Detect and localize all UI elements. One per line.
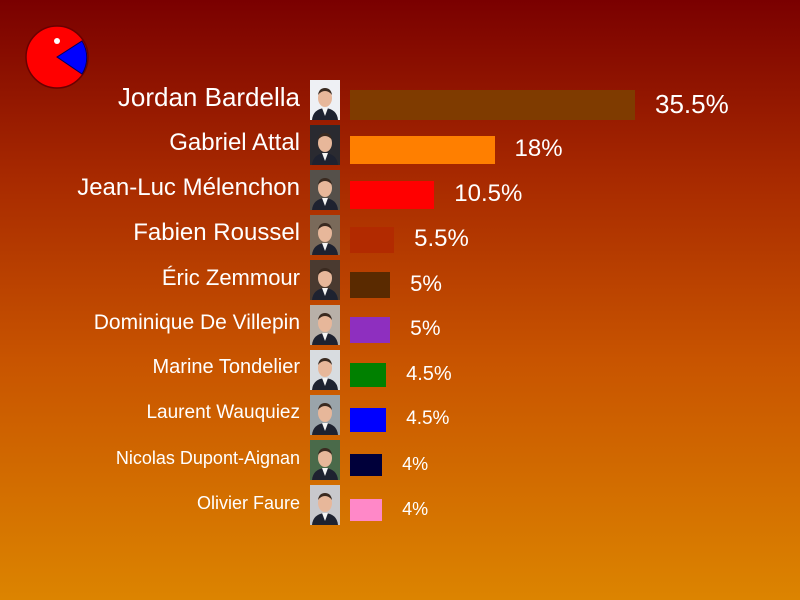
value-label: 10.5% xyxy=(454,180,523,208)
candidate-name: Dominique De Villepin xyxy=(93,310,300,334)
value-label: 35.5% xyxy=(655,88,729,119)
bar xyxy=(350,90,635,120)
candidate-name: Olivier Faure xyxy=(196,492,300,513)
bar xyxy=(350,454,383,476)
candidate-name: Fabien Roussel xyxy=(133,218,300,246)
candidate-photo xyxy=(310,260,340,300)
candidate-photo xyxy=(310,440,340,480)
bar xyxy=(350,227,395,253)
bar xyxy=(350,272,391,298)
value-label: 18% xyxy=(514,135,563,163)
candidate-name: Gabriel Attal xyxy=(169,128,300,156)
candidate-name: Nicolas Dupont-Aignan xyxy=(115,447,300,468)
value-label: 5% xyxy=(410,316,441,340)
candidate-photo xyxy=(310,485,340,525)
candidate-name: Éric Zemmour xyxy=(161,265,300,291)
value-label: 4% xyxy=(402,453,429,474)
candidate-photo xyxy=(310,170,340,210)
bar xyxy=(350,181,435,209)
bar xyxy=(350,499,383,521)
pacman-pie-logo-icon xyxy=(25,25,89,89)
candidate-name: Laurent Wauquiez xyxy=(146,402,300,424)
bar xyxy=(350,136,495,164)
logo-eye xyxy=(54,38,60,44)
candidate-photo xyxy=(310,125,340,165)
candidate-photo xyxy=(310,215,340,255)
candidate-name: Jean-Luc Mélenchon xyxy=(77,173,300,201)
bar xyxy=(350,363,387,387)
value-label: 4.5% xyxy=(406,408,450,430)
value-label: 4% xyxy=(402,498,429,519)
value-label: 4.5% xyxy=(406,362,452,385)
candidate-photo xyxy=(310,395,340,435)
candidate-photo xyxy=(310,80,340,120)
logo-blue-slice xyxy=(56,40,88,75)
value-label: 5% xyxy=(410,271,442,297)
bar xyxy=(350,317,391,343)
candidate-name: Jordan Bardella xyxy=(117,82,300,113)
candidate-photo xyxy=(310,350,340,390)
candidate-photo xyxy=(310,305,340,345)
bar xyxy=(350,408,387,432)
value-label: 5.5% xyxy=(414,225,469,253)
candidate-name: Marine Tondelier xyxy=(152,356,301,379)
